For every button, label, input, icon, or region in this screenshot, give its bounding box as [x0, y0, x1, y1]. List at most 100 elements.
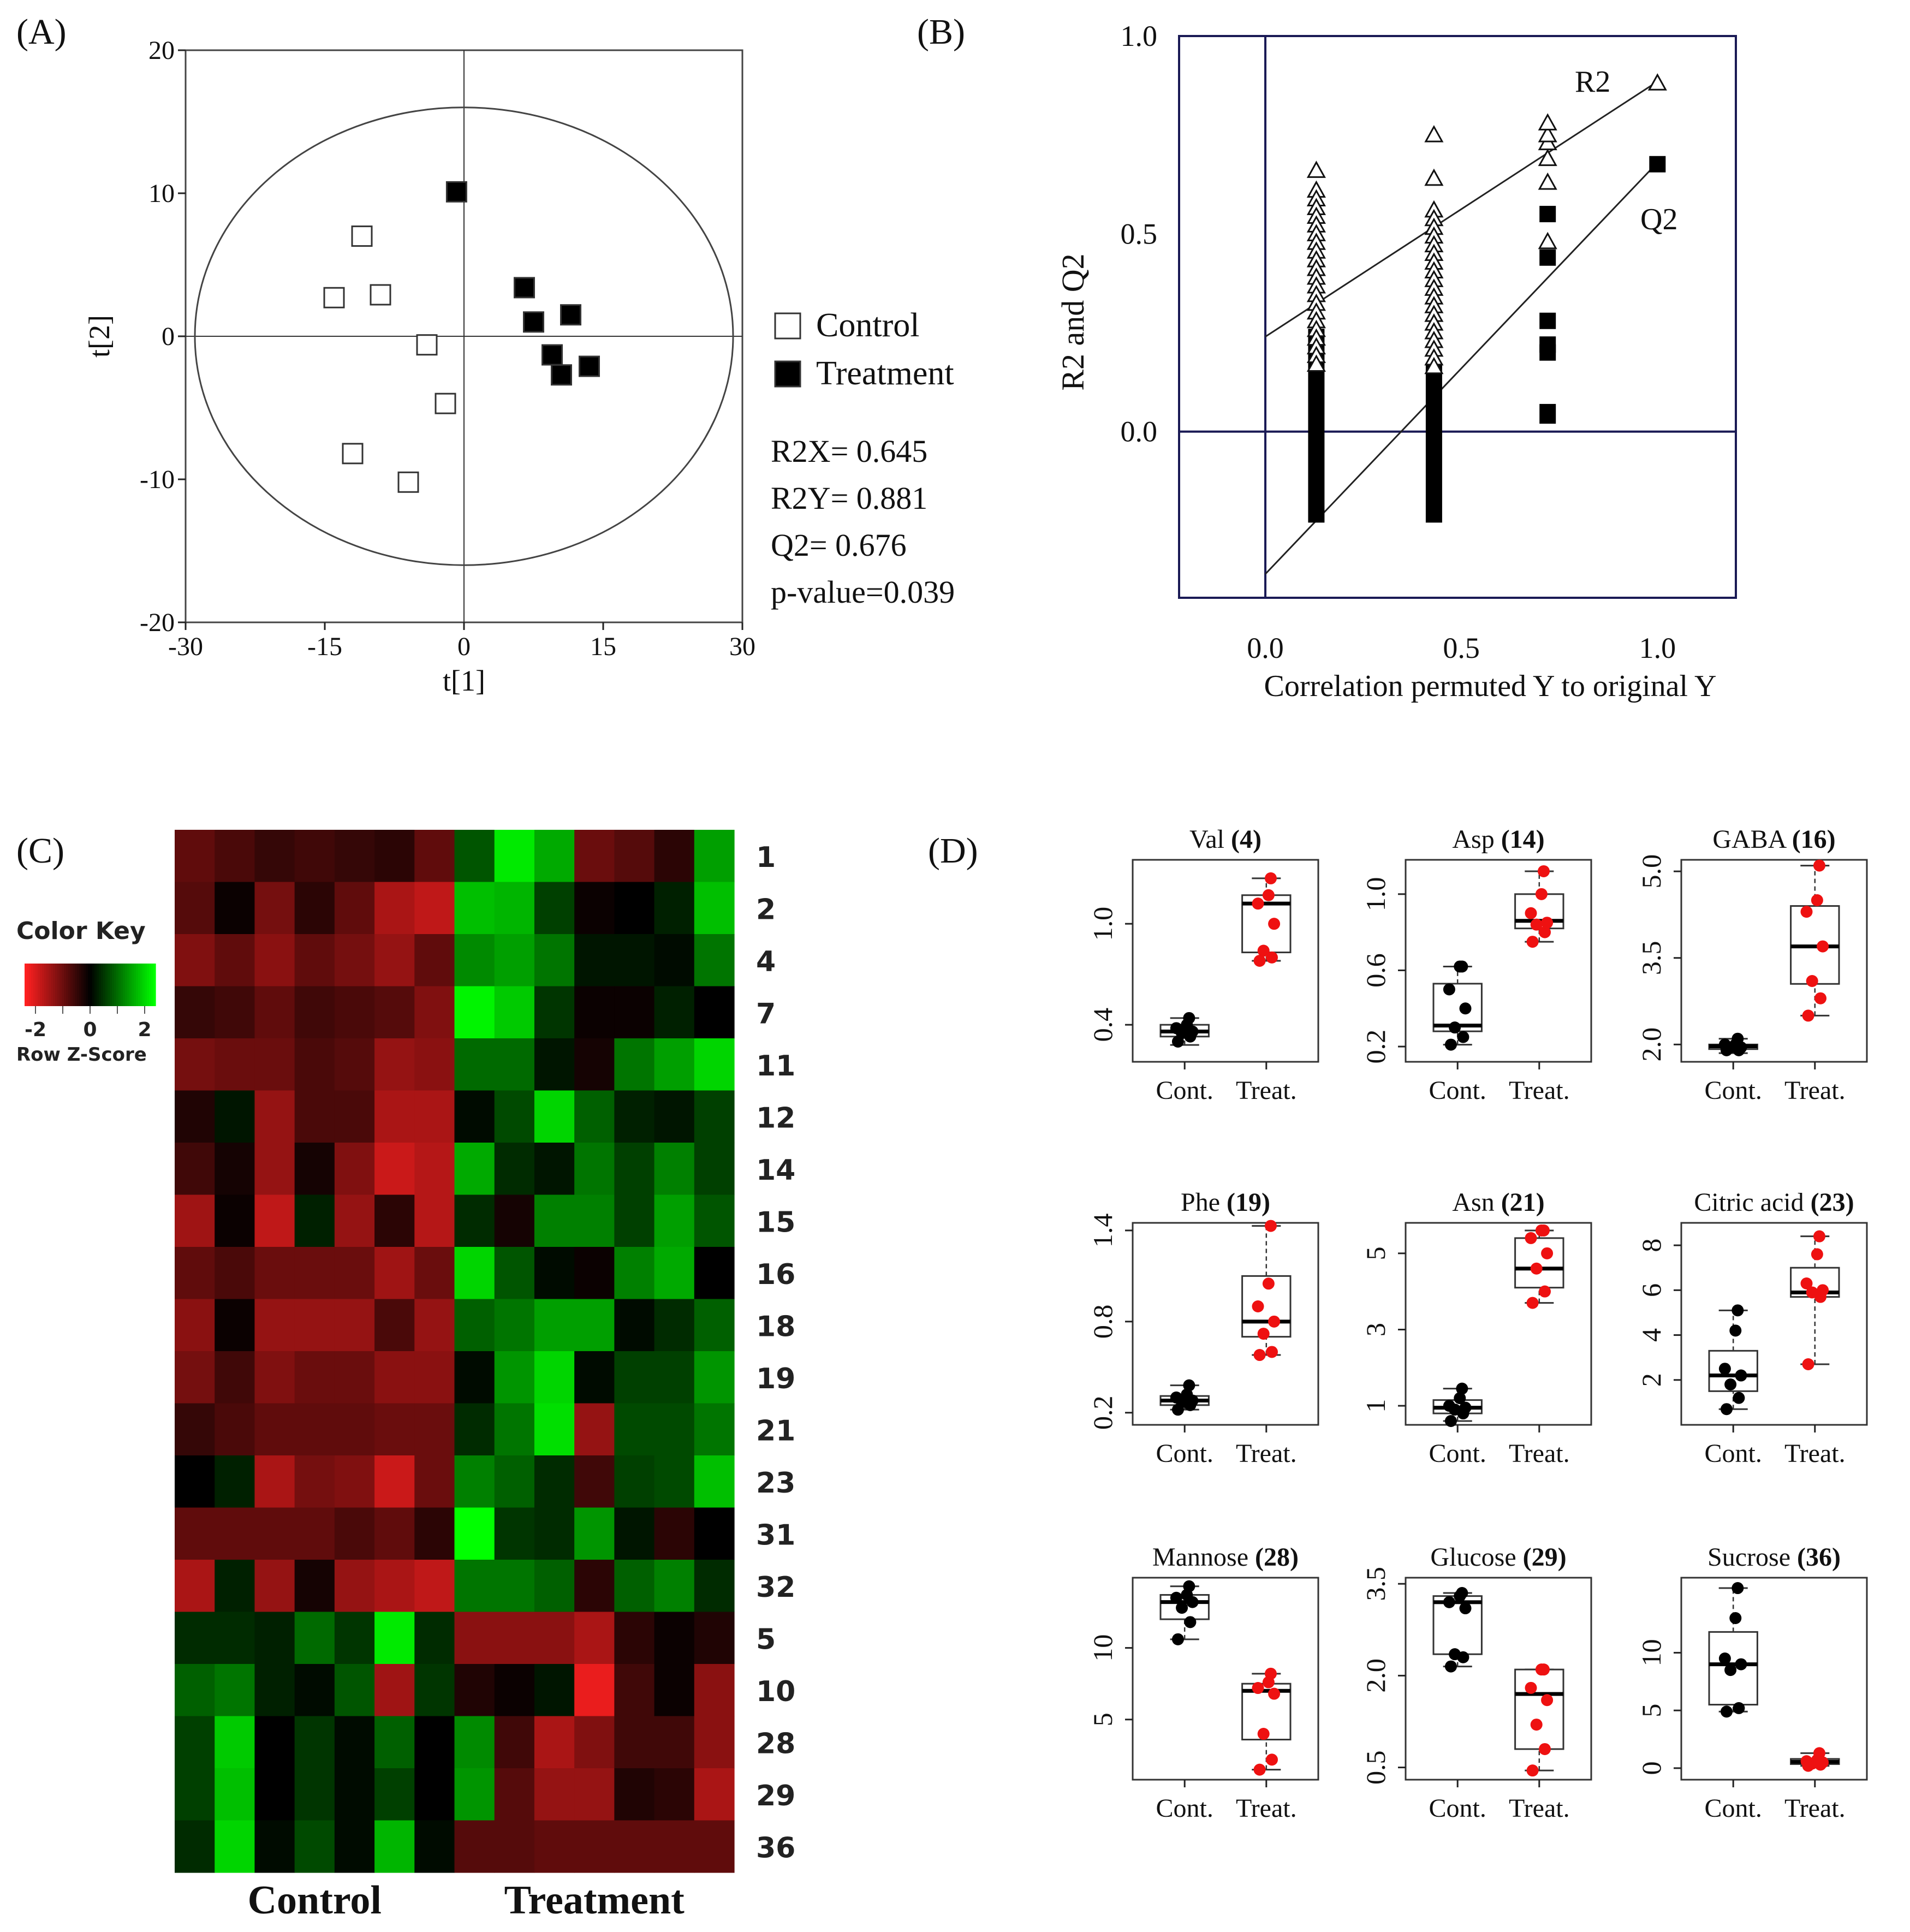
box: [1514, 1668, 1564, 1750]
color-key-band: [53, 964, 56, 1006]
color-key-band: [108, 964, 110, 1006]
control-point: [1170, 1022, 1182, 1035]
heatmap-cell: [215, 1716, 255, 1769]
heatmap-cell: [294, 1299, 335, 1352]
heatmap-cell: [334, 1143, 375, 1196]
heatmap-cell: [694, 830, 735, 883]
heatmap-cell: [654, 1820, 695, 1873]
color-key-band: [153, 964, 156, 1006]
heatmap-row-label: 32: [756, 1571, 795, 1604]
color-key-band: [55, 964, 58, 1006]
heatmap-cell: [694, 1455, 735, 1508]
control-point: [1456, 1382, 1468, 1395]
x-tick-label: Treat.: [1236, 1439, 1297, 1468]
treatment-point: [523, 311, 544, 333]
x-tick-label: Cont.: [1705, 1794, 1762, 1823]
x-tick-label: -15: [307, 632, 342, 661]
heatmap-cell: [454, 1038, 495, 1091]
boxplot-title-name: Citric acid: [1694, 1188, 1810, 1217]
color-key-band: [88, 964, 91, 1006]
control-point: [1183, 1580, 1195, 1592]
control-point: [1171, 1633, 1184, 1645]
treatment-point: [1806, 1286, 1818, 1299]
heatmap-cell: [175, 1768, 215, 1821]
color-key-band: [31, 964, 34, 1006]
heatmap-cell: [254, 1820, 295, 1873]
model-stat: R2Y= 0.881: [771, 480, 927, 516]
heatmap-cell: [454, 1820, 495, 1873]
heatmap-cell: [294, 830, 335, 883]
control-point: [1183, 1012, 1195, 1024]
heatmap-cell: [374, 1194, 415, 1247]
treatment-point: [1525, 907, 1537, 919]
heatmap-cell: [694, 1507, 735, 1560]
heatmap-cell: [534, 1247, 575, 1300]
heatmap-cell: [454, 1403, 495, 1456]
heatmap-cell: [574, 1299, 615, 1352]
color-key-band: [138, 964, 141, 1006]
x-tick-label: Treat.: [1236, 1794, 1297, 1823]
control-point: [1443, 1596, 1455, 1608]
heatmap-cell: [294, 1038, 335, 1091]
treatment-point: [1814, 992, 1826, 1004]
r2-permutation-point: [1538, 125, 1557, 142]
color-key-band: [101, 964, 104, 1006]
heatmap-cell: [374, 1768, 415, 1821]
heatmap-cell: [534, 1143, 575, 1196]
legend-label: Control: [816, 307, 919, 344]
heatmap-cell: [254, 1507, 295, 1560]
heatmap-cell: [694, 1820, 735, 1873]
boxplot-panel: Mannose (28) 5 10 Cont. Treat.: [1087, 1543, 1319, 1823]
heatmap-cell: [654, 1716, 695, 1769]
treatment-point: [1526, 936, 1539, 948]
control-point: [1443, 983, 1455, 996]
heatmap-cell: [614, 1507, 655, 1560]
heatmap-cell: [694, 1194, 735, 1247]
heatmap-cell: [494, 934, 535, 987]
boxplot-panel: Val (4) 0.4 1.0 Cont. Treat.: [1087, 825, 1319, 1105]
treatment-point: [1530, 1719, 1543, 1731]
heatmap-cell: [175, 1560, 215, 1613]
treatment-point: [1817, 940, 1829, 953]
heatmap-cell: [414, 1560, 455, 1613]
heatmap-cell: [574, 1403, 615, 1456]
heatmap-cell: [294, 1612, 335, 1665]
color-key-band: [97, 964, 99, 1006]
y-axis-label: R2 and Q2: [1055, 253, 1091, 390]
color-key-band: [73, 964, 75, 1006]
regression-line: [1265, 81, 1658, 337]
heatmap-cell: [414, 934, 455, 987]
heatmap-cell: [694, 1403, 735, 1456]
y-tick-label: 4: [1636, 1328, 1667, 1342]
heatmap-cell: [175, 1351, 215, 1404]
heatmap-cell: [175, 1612, 215, 1665]
heatmap-cell: [215, 1560, 255, 1613]
heatmap-cell: [574, 1351, 615, 1404]
heatmap-cell: [215, 1247, 255, 1300]
y-tick-label: 10: [1636, 1639, 1667, 1666]
heatmap-cell: [534, 1664, 575, 1717]
heatmap-cell: [614, 1716, 655, 1769]
x-axis-label: Correlation permuted Y to original Y: [1264, 669, 1717, 703]
heatmap-cell: [374, 1716, 415, 1769]
y-tick-label: -10: [140, 465, 175, 494]
heatmap-cell: [175, 882, 215, 935]
y-tick-label: 20: [148, 36, 175, 65]
heatmap-cell: [494, 1560, 535, 1613]
panel-c-heatmap: (C) 12471112141516181921233132510282936Co…: [16, 830, 795, 1923]
box: [1432, 1595, 1483, 1655]
heatmap-row-label: 14: [756, 1154, 795, 1187]
y-tick-label: 5: [1087, 1713, 1118, 1726]
treatment-point: [1541, 1694, 1554, 1707]
model-stat: Q2= 0.676: [771, 527, 907, 563]
heatmap-cell: [215, 1664, 255, 1717]
control-point: [435, 393, 456, 414]
y-tick-label: 5: [1360, 1246, 1391, 1260]
y-tick-label: 0.2: [1087, 1395, 1118, 1430]
heatmap-cell: [694, 1351, 735, 1404]
x-tick-label: 30: [729, 632, 755, 661]
heatmap-cell: [574, 1820, 615, 1873]
heatmap-cell: [175, 1090, 215, 1143]
color-key-band: [64, 964, 67, 1006]
